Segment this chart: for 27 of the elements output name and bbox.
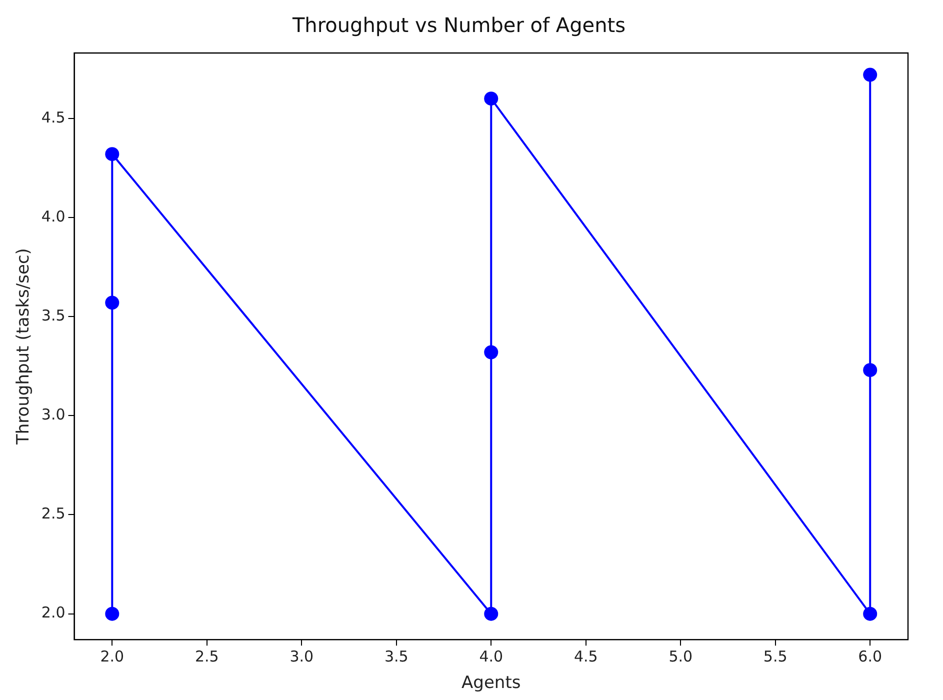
y-tick-label: 4.5 bbox=[41, 108, 66, 126]
point bbox=[484, 92, 498, 106]
y-tick-label: 2.5 bbox=[41, 504, 66, 523]
y-tick-label: 3.5 bbox=[41, 306, 66, 324]
x-axis-title: Agents bbox=[462, 673, 521, 694]
x-tick-label: 3.5 bbox=[384, 647, 408, 666]
point bbox=[863, 606, 878, 621]
x-tick-label: 2.5 bbox=[194, 647, 219, 666]
x-tick-label: 4.5 bbox=[574, 647, 598, 666]
x-tick-label: 6.0 bbox=[858, 647, 882, 666]
y-axis-title: Throughput (tasks/sec) bbox=[14, 248, 34, 446]
point bbox=[863, 363, 878, 378]
y-tick-label: 2.0 bbox=[41, 604, 66, 622]
point bbox=[863, 68, 878, 82]
chart-title: Throughput vs Number of Agents bbox=[291, 13, 626, 38]
point bbox=[484, 606, 498, 621]
point bbox=[105, 147, 120, 162]
x-tick-label: 3.0 bbox=[290, 647, 314, 666]
x-tick-label: 5.0 bbox=[668, 647, 693, 666]
y-tick-label: 3.0 bbox=[41, 406, 66, 424]
x-tick-label: 2.0 bbox=[100, 647, 124, 666]
x-tick-label: 5.5 bbox=[763, 647, 788, 666]
point bbox=[484, 345, 498, 360]
y-tick-label: 4.0 bbox=[41, 207, 66, 226]
x-tick-label: 4.0 bbox=[479, 647, 504, 666]
point bbox=[105, 606, 120, 621]
point bbox=[105, 296, 120, 310]
